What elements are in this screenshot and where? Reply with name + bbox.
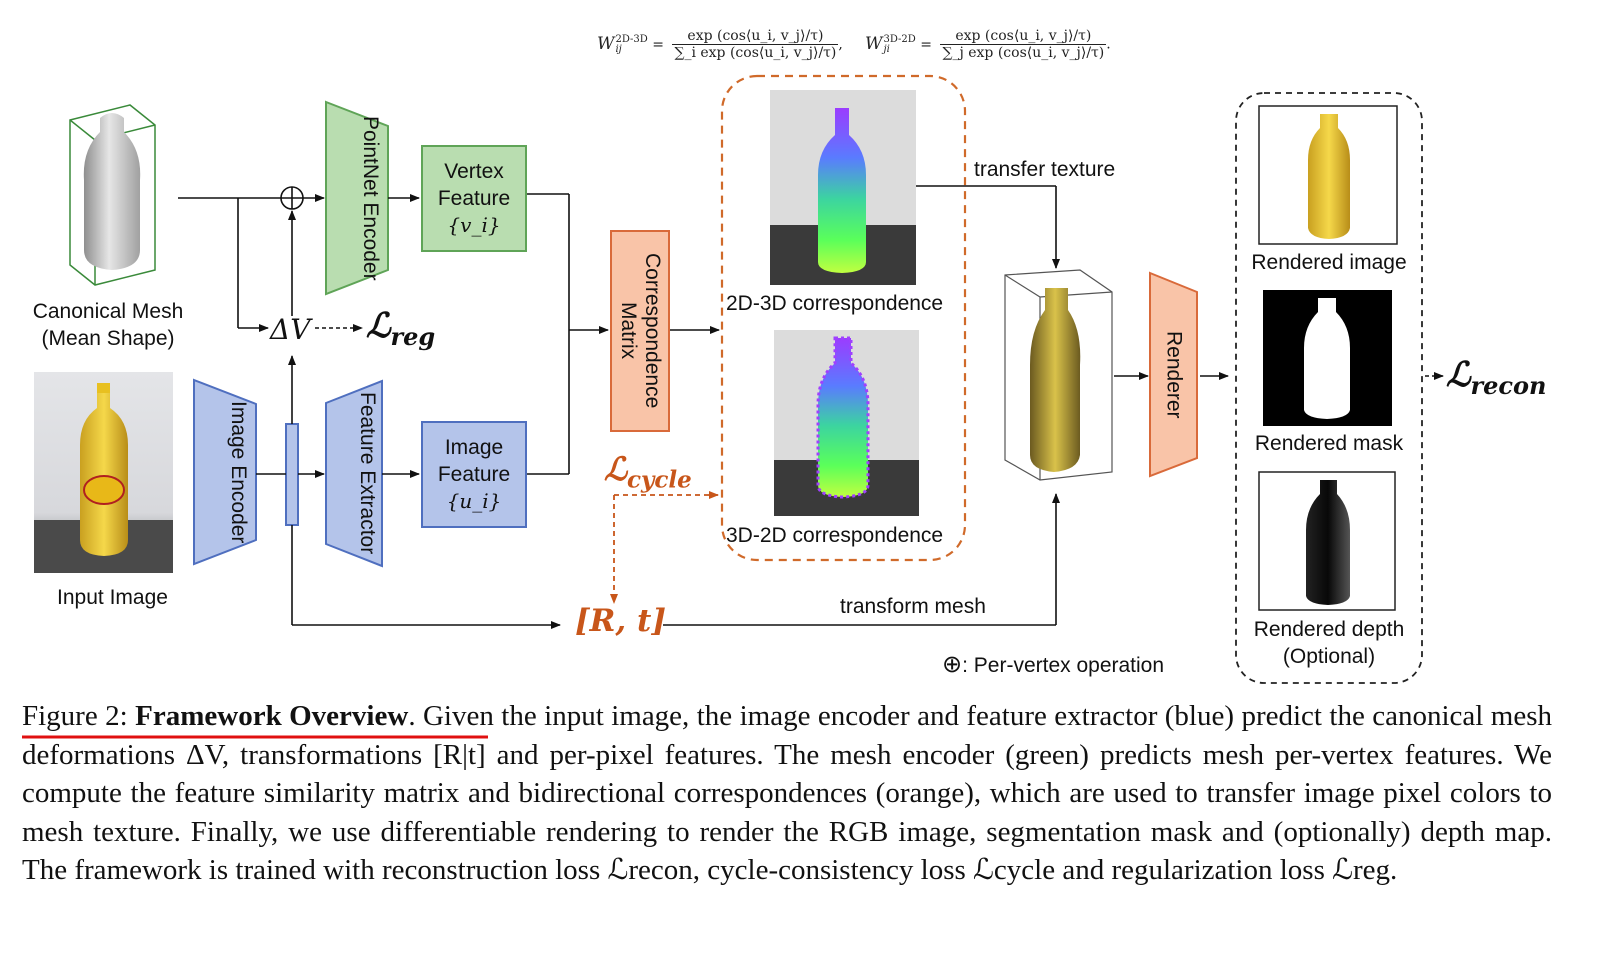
connectors (178, 185, 1229, 629)
loss-recon: ℒrecon (1446, 355, 1547, 400)
canonical-mesh-label: Canonical Mesh (Mean Shape) (32, 300, 184, 350)
vertex-feature-box: Vertex Feature {v_i} (421, 145, 527, 252)
rendered-image-thumb (1258, 105, 1398, 245)
loss-reg: ℒreg (366, 306, 436, 351)
textured-mesh-image (1004, 269, 1113, 481)
rendered-mask-thumb (1263, 290, 1392, 426)
rendered-image-label: Rendered image (1251, 251, 1407, 274)
input-image-label: Input Image (57, 586, 168, 609)
caption-title: Framework Overview (135, 700, 409, 732)
per-vertex-symbol: ⊕ (942, 650, 963, 678)
formula-3d2d: W3D-2D ji = exp (cos⟨u_i, v_j⟩/τ) ∑_j exp… (865, 28, 1111, 61)
formula-2d3d: W2D-3D ij = exp (cos⟨u_i, v_j⟩/τ) ∑_i exp… (597, 28, 843, 61)
latent-code-bar (285, 423, 299, 526)
corr-3d2d-image (774, 330, 919, 516)
transfer-texture-label: transfer texture (974, 158, 1116, 181)
renderer: Renderer (1162, 330, 1186, 419)
rendered-depth-label: Rendered depth (Optional) (1253, 618, 1405, 668)
transform-mesh-label: transform mesh (840, 595, 986, 618)
rendered-depth-thumb (1258, 471, 1396, 611)
caption-body: . Given the input image, the image encod… (22, 700, 1553, 886)
corr-3d2d-label: 3D-2D correspondence (726, 524, 944, 547)
correspondence-matrix-box: Correspondence Matrix (610, 230, 670, 432)
caption-figure-label: Figure 2: (22, 700, 136, 732)
feature-extractor-shape (325, 379, 383, 568)
delta-v-label: ΔV (270, 313, 311, 346)
feature-extractor: Feature Extractor (356, 392, 379, 555)
image-feature-box: Image Feature {u_i} (421, 421, 527, 528)
corr-2d3d-image (770, 90, 916, 285)
pointnet-encoder: PointNet Encoder (359, 115, 382, 281)
corr-2d3d-label: 2D-3D correspondence (726, 292, 944, 315)
image-encoder-shape (193, 378, 257, 566)
figure-caption: Figure 2: Framework Overview. Given the … (22, 697, 1552, 890)
correspondence-group (720, 74, 967, 562)
loss-cycle: ℒcycle (604, 450, 692, 494)
image-encoder: Image Encoder (227, 400, 250, 544)
rt-label: [R, t] (575, 603, 667, 639)
rendered-outputs-group (1235, 92, 1423, 684)
input-image-photo (34, 372, 173, 573)
renderer-shape (1149, 271, 1198, 478)
canonical-mesh-image (69, 104, 156, 286)
pointnet-encoder-shape (325, 100, 389, 296)
per-vertex-text: : Per-vertex operation (962, 654, 1165, 677)
rendered-mask-label: Rendered mask (1254, 432, 1404, 455)
per-vertex-legend: ⊕: Per-vertex operation (942, 650, 1164, 678)
